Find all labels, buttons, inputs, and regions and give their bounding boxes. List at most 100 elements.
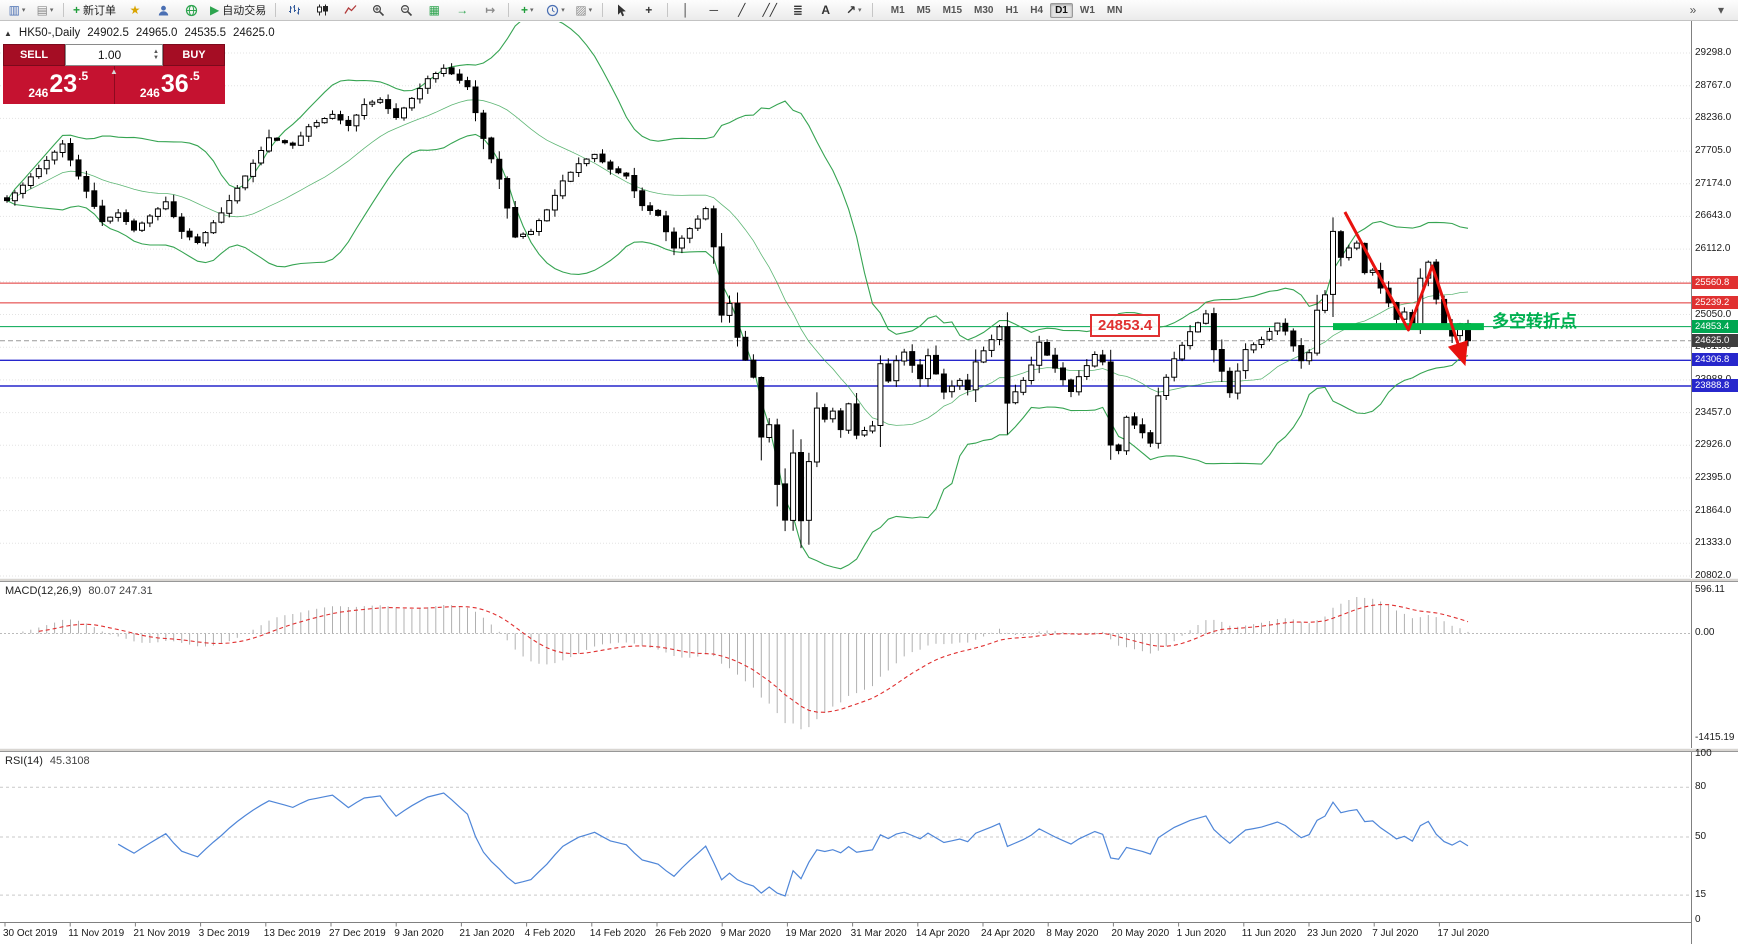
rsi-scale-label: 50: [1695, 831, 1707, 842]
arrows-icon[interactable]: ↗ ▾: [841, 1, 867, 20]
chart-profiles-icon[interactable]: ▤ ▾: [32, 1, 58, 20]
tile-windows-icon: ▦: [428, 3, 440, 17]
chevron-down-icon: ▾: [858, 7, 862, 14]
timeframe-button-mn[interactable]: MN: [1106, 4, 1123, 16]
price-scale-label: 24519.0: [1695, 341, 1732, 353]
vertical-line-icon[interactable]: │: [673, 1, 699, 20]
text-icon[interactable]: A: [813, 1, 839, 20]
auto-scroll-icon[interactable]: →: [449, 1, 475, 20]
periods-icon[interactable]: ▾: [542, 1, 569, 20]
price-scale-label: 26643.0: [1695, 210, 1732, 222]
indicators-icon[interactable]: + ▾: [514, 1, 540, 20]
new-order-button[interactable]: + 新订单: [69, 1, 120, 20]
accounts-icon[interactable]: [150, 1, 176, 20]
community-icon[interactable]: [178, 1, 204, 20]
fibonacci-icon: ≣: [792, 3, 803, 17]
zoom-out-icon[interactable]: [393, 1, 419, 20]
timeframe-button-h4[interactable]: H4: [1030, 4, 1044, 16]
macd-scale-label: -1415.19: [1695, 731, 1735, 743]
autotrading-button[interactable]: ▶ 自动交易: [206, 1, 270, 20]
date-label: 14 Feb 2020: [589, 928, 646, 939]
sell-button[interactable]: SELL: [3, 44, 65, 66]
date-label: 24 Apr 2020: [981, 928, 1035, 939]
timeframe-button-h1[interactable]: H1: [1005, 4, 1019, 16]
new-chart-icon[interactable]: ▥ ▾: [4, 1, 30, 20]
date-label: 19 Mar 2020: [785, 928, 842, 939]
timeframe-button-m30[interactable]: M30: [974, 4, 994, 16]
chevron-down-icon: ▾: [561, 7, 565, 14]
price-scale-label: 21864.0: [1695, 504, 1732, 516]
chevron-down-icon: ▾: [21, 7, 26, 14]
timeframe-button-m1[interactable]: M1: [890, 4, 905, 16]
date-label: 8 May 2020: [1046, 928, 1099, 939]
rsi-name: RSI(14): [5, 755, 43, 767]
autotrading-button: ▶: [210, 3, 220, 17]
bar-chart-icon[interactable]: [281, 1, 307, 20]
timeframe-button-m5[interactable]: M5: [916, 4, 931, 16]
tile-windows-icon[interactable]: ▦: [421, 1, 447, 20]
candlestick-chart-icon[interactable]: [309, 1, 335, 20]
templates-icon[interactable]: ▨ ▾: [571, 1, 597, 20]
date-label: 23 Jun 2020: [1307, 928, 1363, 939]
timeframe-button-w1[interactable]: W1: [1079, 4, 1095, 16]
pane-splitter-rsi[interactable]: [0, 748, 1738, 752]
price-line-badge: 25239.2: [1692, 295, 1738, 309]
line-chart-icon[interactable]: [337, 1, 363, 20]
price-line-badge: 24853.4: [1692, 319, 1738, 333]
date-label: 1 Jun 2020: [1176, 928, 1227, 939]
horizontal-line-icon[interactable]: ─: [701, 1, 727, 20]
volume-value[interactable]: 1.00: [97, 48, 122, 62]
price-scale-label: 28236.0: [1695, 112, 1732, 124]
horizontal-line-icon: ─: [709, 3, 719, 17]
volume-up-button[interactable]: ▲: [153, 49, 159, 55]
timeframe-button-d1[interactable]: D1: [1050, 2, 1073, 18]
indicators-icon: +: [520, 3, 528, 17]
crosshair-icon[interactable]: +: [636, 1, 662, 20]
oneclick-collapse-icon[interactable]: ▲: [4, 28, 12, 38]
time-scale[interactable]: 30 Oct 2019 11 Nov 2019 21 Nov 2019 3 Dec 2…: [0, 924, 1691, 944]
ohlc-low: 24535.5: [184, 27, 227, 39]
chevron-down-icon: ▾: [530, 7, 534, 14]
price-scale-label: 27174.0: [1695, 177, 1732, 189]
buy-price[interactable]: 246 36.5: [114, 66, 225, 104]
ohlc-open: 24902.5: [87, 27, 129, 39]
chart-shift-icon[interactable]: ↦: [477, 1, 503, 20]
sell-price[interactable]: 246 23.5: [3, 66, 114, 104]
volume-input[interactable]: 1.00 ▲ ▼: [65, 44, 163, 66]
date-label: 31 Mar 2020: [850, 928, 907, 939]
pane-splitter-macd[interactable]: [0, 578, 1738, 582]
trendline-icon: ╱: [738, 3, 746, 17]
date-label: 21 Jan 2020: [459, 928, 515, 939]
toolbar-customize-icon: ▾: [1717, 3, 1725, 17]
trendline-icon[interactable]: ╱: [729, 1, 755, 20]
date-label: 17 Jul 2020: [1437, 928, 1490, 939]
price-scale-label: 23457.0: [1695, 406, 1732, 418]
date-label: 14 Apr 2020: [915, 928, 970, 939]
toolbar-customize-icon[interactable]: ▾: [1708, 1, 1734, 20]
date-label: 4 Feb 2020: [524, 928, 576, 939]
volume-down-button[interactable]: ▼: [153, 55, 159, 61]
toolbar-separator: [666, 3, 668, 17]
buy-button[interactable]: BUY: [163, 44, 225, 66]
macd-scale-label: 0.00: [1695, 627, 1715, 639]
chart-profiles-icon: ▤: [36, 3, 48, 17]
text-icon: A: [821, 3, 831, 17]
fibonacci-icon[interactable]: ≣: [785, 1, 811, 20]
rsi-scale-label: 100: [1695, 748, 1712, 759]
zoom-in-icon[interactable]: [365, 1, 391, 20]
price-line-badge: 24625.0: [1692, 333, 1738, 347]
cursor-icon[interactable]: [608, 1, 634, 20]
price-scale-label: 21333.0: [1695, 537, 1732, 549]
toolbar-overflow-icon[interactable]: »: [1680, 1, 1706, 20]
macd-scale-label: 596.11: [1695, 583, 1725, 595]
market-watch-icon[interactable]: ★: [122, 1, 148, 20]
timeframe-button-m15[interactable]: M15: [942, 4, 963, 16]
toolbar-separator: [275, 3, 277, 17]
channel-icon[interactable]: ╱╱: [757, 1, 783, 20]
spread-marker-icon: ▲: [110, 67, 118, 76]
price-scale[interactable]: 29298.0 28767.0 28236.0 27705.0 27174.0 26643…: [1692, 0, 1738, 944]
price-scale-label: 25050.0: [1695, 308, 1732, 320]
price-scale-label: 29298.0: [1695, 47, 1732, 58]
main-toolbar: ▥ ▾ ▤ ▾ + 新订单 ★ ▶ 自动交易 ▦ → ↦ + ▾ ▾ ▨ ▾ + │ ─ ╱ ╱╱ ≣ A ↗ ▾ M1 M5 M15 M…: [0, 0, 1738, 21]
